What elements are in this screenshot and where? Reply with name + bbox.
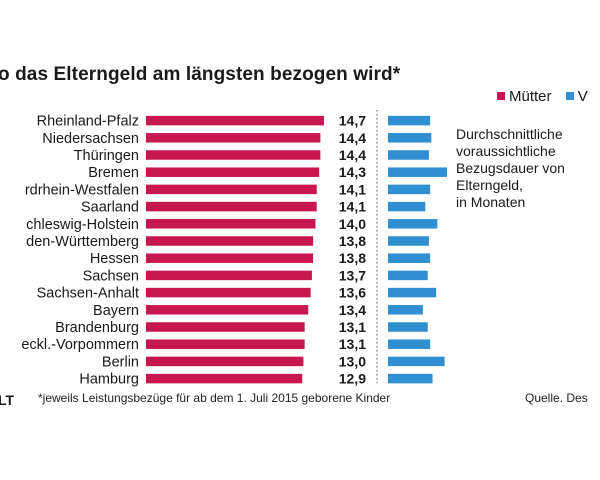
value-label-mothers: 13,8 <box>339 233 366 249</box>
value-label-mothers: 13,8 <box>339 250 366 266</box>
bar-fathers <box>388 373 433 384</box>
category-label: chleswig-Holstein <box>26 217 139 233</box>
category-label: Thüringen <box>74 148 139 164</box>
value-label-mothers: 13,7 <box>339 267 366 283</box>
value-label-mothers: 13,6 <box>339 285 366 301</box>
legend: Mütter V <box>497 87 598 105</box>
category-label: Berlin <box>102 354 139 370</box>
legend-item-mothers: Mütter <box>497 88 552 105</box>
value-label-mothers: 12,9 <box>339 371 366 387</box>
bar-fathers <box>388 236 429 246</box>
category-label: den-Württemberg <box>26 234 139 250</box>
category-label: Bremen <box>88 165 139 181</box>
bar-mothers <box>146 150 321 160</box>
value-label-mothers: 13,1 <box>339 319 366 335</box>
publisher-logo: LT <box>0 392 15 408</box>
category-label: eckl.-Vorpommern <box>21 337 139 353</box>
bar-mothers <box>146 115 324 126</box>
value-label-mothers: 13,1 <box>339 336 366 352</box>
category-label: Saarland <box>81 200 139 216</box>
bar-fathers <box>388 322 428 332</box>
category-label: Bayern <box>93 303 139 319</box>
bar-mothers <box>146 236 314 246</box>
bar-mothers <box>146 201 317 212</box>
bar-fathers <box>388 150 429 160</box>
bar-fathers <box>388 339 431 349</box>
bar-fathers <box>388 356 445 367</box>
value-label-mothers: 14,0 <box>339 216 366 232</box>
category-label: Hamburg <box>79 372 139 388</box>
bar-mothers <box>146 373 303 384</box>
value-label-mothers: 14,1 <box>339 181 366 197</box>
bar-fathers <box>388 270 428 281</box>
bar-mothers <box>146 287 311 298</box>
category-label: Sachsen-Anhalt <box>37 286 139 302</box>
bar-mothers <box>146 253 314 263</box>
category-label: Sachsen <box>83 268 139 284</box>
category-label: Rheinland-Pfalz <box>37 114 139 130</box>
value-label-mothers: 14,1 <box>339 199 366 215</box>
category-label: Hessen <box>90 251 139 267</box>
value-label-mothers: 13,0 <box>339 353 366 369</box>
source-note: Quelle. Des <box>525 391 588 405</box>
footnote: *jeweils Leistungsbezüge für ab dem 1. J… <box>38 391 391 405</box>
legend-item-fathers: V <box>565 87 588 105</box>
value-label-mothers: 14,7 <box>339 113 366 129</box>
value-label-mothers: 14,4 <box>339 130 366 146</box>
bar-mothers <box>146 167 320 177</box>
value-label-mothers: 14,4 <box>339 147 366 163</box>
bar-fathers <box>388 219 438 229</box>
bar-fathers <box>388 253 431 263</box>
bar-mothers <box>146 339 305 349</box>
legend-label-mothers: Mütter <box>509 87 552 105</box>
chart-title: o das Elterngeld am längsten bezogen wir… <box>0 64 401 85</box>
chart-subtitle: Durchschnittliche voraussichtliche Bezug… <box>456 126 565 210</box>
bar-fathers <box>388 167 447 177</box>
bar-fathers <box>388 184 431 195</box>
bar-mothers <box>146 184 317 195</box>
legend-label-fathers: V <box>577 87 588 105</box>
bar-fathers <box>388 201 426 212</box>
bar-fathers <box>388 115 431 126</box>
value-label-mothers: 14,3 <box>339 164 366 180</box>
category-label: Niedersachsen <box>42 131 139 147</box>
category-label: rdrhein-Westfalen <box>25 182 139 198</box>
value-label-mothers: 13,4 <box>339 302 366 318</box>
legend-swatch-fathers <box>565 92 574 100</box>
bar-mothers <box>146 356 304 367</box>
category-label: Brandenburg <box>55 320 139 336</box>
bar-mothers <box>146 322 305 332</box>
bar-fathers <box>388 287 437 298</box>
bar-mothers <box>146 270 312 281</box>
bar-mothers <box>146 305 309 315</box>
bar-mothers <box>146 133 321 143</box>
bar-fathers <box>388 133 432 143</box>
legend-swatch-mothers <box>497 92 505 100</box>
bar-fathers <box>388 305 423 315</box>
bar-mothers <box>146 219 316 229</box>
